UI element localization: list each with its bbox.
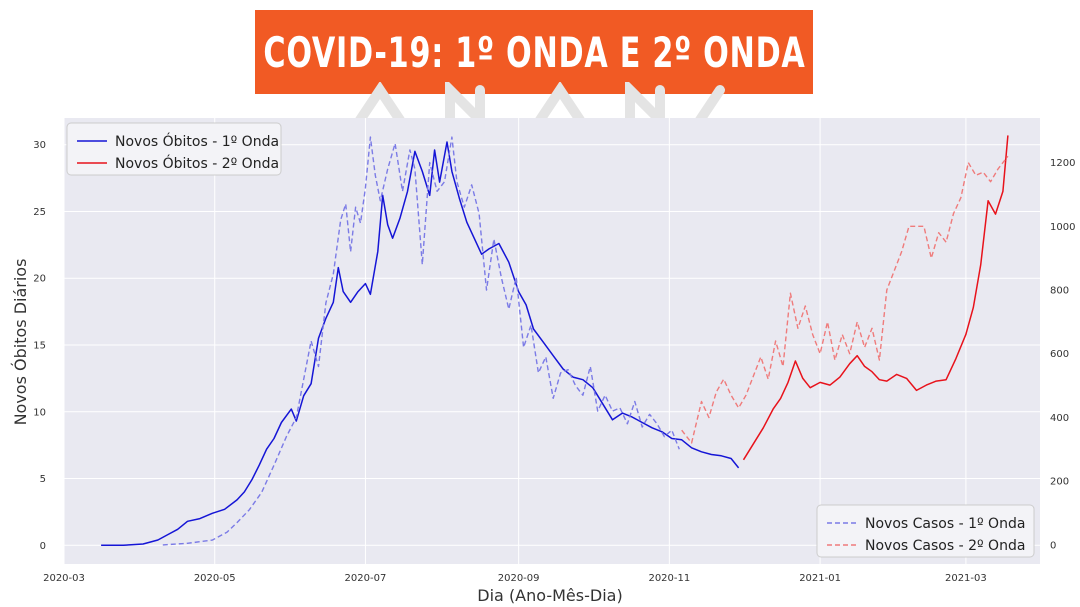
watermark (355, 82, 725, 122)
x-tick-label: 2020-03 (43, 573, 85, 584)
y-axis-title: Novos Óbitos Diários (11, 259, 30, 426)
x-tick-label: 2020-11 (648, 573, 690, 584)
x-tick-label: 2020-05 (194, 573, 236, 584)
x-axis-title: Dia (Ano-Mês-Dia) (477, 586, 622, 605)
y2-tick-label: 200 (1050, 477, 1069, 488)
y-tick-label: 20 (33, 274, 46, 285)
y2-tick-label: 600 (1050, 349, 1069, 360)
y-tick-label: 10 (33, 407, 46, 418)
x-tick-label: 2020-07 (345, 573, 387, 584)
x-tick-label: 2020-09 (498, 573, 540, 584)
y2-tick-label: 1200 (1050, 158, 1075, 169)
series-line-novos-obitos-1-onda (101, 141, 740, 547)
x-tick-label: 2021-01 (799, 573, 841, 584)
series-line-novos-casos-1-onda (162, 136, 680, 546)
x-tick-label: 2021-03 (945, 573, 987, 584)
cases-legend-label: Novos Casos - 1º Onda (865, 516, 1025, 532)
y-tick-label: 30 (33, 140, 46, 151)
deaths-legend-label: Novos Óbitos - 1º Onda (115, 132, 279, 150)
y-tick-label: 0 (40, 541, 46, 552)
title-banner: COVID-19: 1º ONDA E 2º ONDA (255, 10, 813, 94)
series-line-novos-obitos-2-onda (742, 135, 1009, 461)
deaths-legend (66, 122, 282, 176)
y2-tick-label: 0 (1050, 540, 1056, 551)
series-line-novos-casos-2-onda (681, 155, 1009, 444)
banner-title: COVID-19: 1º ONDA E 2º ONDA (262, 27, 806, 77)
y2-tick-label: 1000 (1050, 222, 1075, 233)
plot-area (64, 118, 1040, 564)
cases-legend-label: Novos Casos - 2º Onda (865, 538, 1025, 554)
y-tick-label: 5 (40, 474, 46, 485)
y2-tick-label: 800 (1050, 286, 1069, 297)
deaths-legend-label: Novos Óbitos - 2º Onda (115, 154, 279, 172)
y2-tick-label: 400 (1050, 413, 1069, 424)
y-tick-label: 15 (33, 341, 46, 352)
cases-legend (816, 504, 1035, 558)
y-tick-label: 25 (33, 207, 46, 218)
